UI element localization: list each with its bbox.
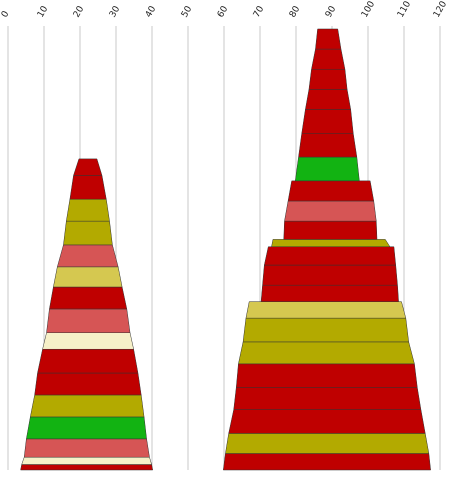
stack-1-segment-8 bbox=[260, 284, 399, 302]
stack-1-segment-0 bbox=[222, 453, 431, 471]
stack-0-segment-4 bbox=[30, 394, 145, 418]
stack-0-segment-9 bbox=[49, 286, 128, 310]
x-tick-label-8: 80 bbox=[288, 4, 303, 19]
stack-1-segment-7 bbox=[245, 301, 407, 319]
stack-0-segment-6 bbox=[37, 348, 139, 374]
stack-1-segment-15 bbox=[294, 156, 360, 182]
stack-1-segment-20 bbox=[311, 48, 346, 70]
stack-0-segment-0 bbox=[20, 464, 154, 471]
x-tick-label-5: 50 bbox=[180, 4, 195, 19]
stack-1-segment-10 bbox=[264, 246, 396, 266]
stack-1 bbox=[222, 28, 431, 471]
x-tick-label-2: 20 bbox=[72, 4, 87, 19]
stack-0-segment-10 bbox=[53, 266, 123, 288]
stack-1-segment-2 bbox=[228, 409, 426, 434]
stack-0-segment-3 bbox=[26, 416, 147, 440]
x-tick-label-0: 0 bbox=[0, 9, 12, 19]
stack-0-segment-14 bbox=[69, 175, 107, 200]
stack-1-segment-6 bbox=[242, 317, 409, 343]
stack-1-segment-21 bbox=[315, 28, 342, 50]
stack-0-segment-11 bbox=[56, 244, 119, 268]
stack-1-segment-12 bbox=[283, 220, 378, 240]
stack-0 bbox=[20, 158, 154, 471]
x-tick-label-4: 40 bbox=[144, 4, 159, 19]
x-tick-label-3: 30 bbox=[108, 4, 123, 19]
x-tick-label-12: 120 bbox=[432, 0, 449, 20]
stack-0-segment-8 bbox=[46, 308, 131, 333]
x-tick-label-7: 70 bbox=[252, 4, 267, 19]
stack-0-segment-1 bbox=[21, 456, 152, 465]
stack-1-segment-16 bbox=[298, 133, 358, 158]
stack-1-segment-14 bbox=[287, 180, 375, 202]
stack-1-segment-18 bbox=[305, 89, 352, 110]
stack-1-segment-19 bbox=[308, 68, 348, 90]
stack-1-segment-11 bbox=[271, 239, 391, 247]
stack-0-segment-7 bbox=[42, 332, 134, 350]
stack-0-segment-12 bbox=[63, 220, 113, 246]
stack-1-segment-3 bbox=[233, 387, 422, 410]
stack-1-segment-9 bbox=[262, 264, 398, 286]
stack-0-segment-15 bbox=[73, 158, 103, 176]
stack-0-segment-5 bbox=[34, 372, 142, 396]
stacked-segments bbox=[20, 28, 431, 471]
stack-1-segment-13 bbox=[284, 200, 377, 222]
x-tick-label-6: 60 bbox=[216, 4, 231, 19]
x-tick-label-1: 10 bbox=[36, 4, 51, 19]
stack-1-segment-5 bbox=[238, 341, 415, 365]
stack-1-segment-17 bbox=[301, 109, 354, 134]
x-tick-label-9: 90 bbox=[324, 4, 339, 19]
stack-0-segment-2 bbox=[23, 438, 150, 458]
stack-0-segment-13 bbox=[66, 198, 110, 222]
stack-1-segment-1 bbox=[225, 433, 430, 454]
x-tick-label-11: 110 bbox=[396, 0, 413, 20]
x-axis-tick-labels: 0 10 20 30 40 50 60 70 80 90 100 110 120 bbox=[0, 0, 449, 20]
x-tick-label-10: 100 bbox=[360, 0, 377, 20]
stack-1-segment-4 bbox=[235, 363, 418, 388]
